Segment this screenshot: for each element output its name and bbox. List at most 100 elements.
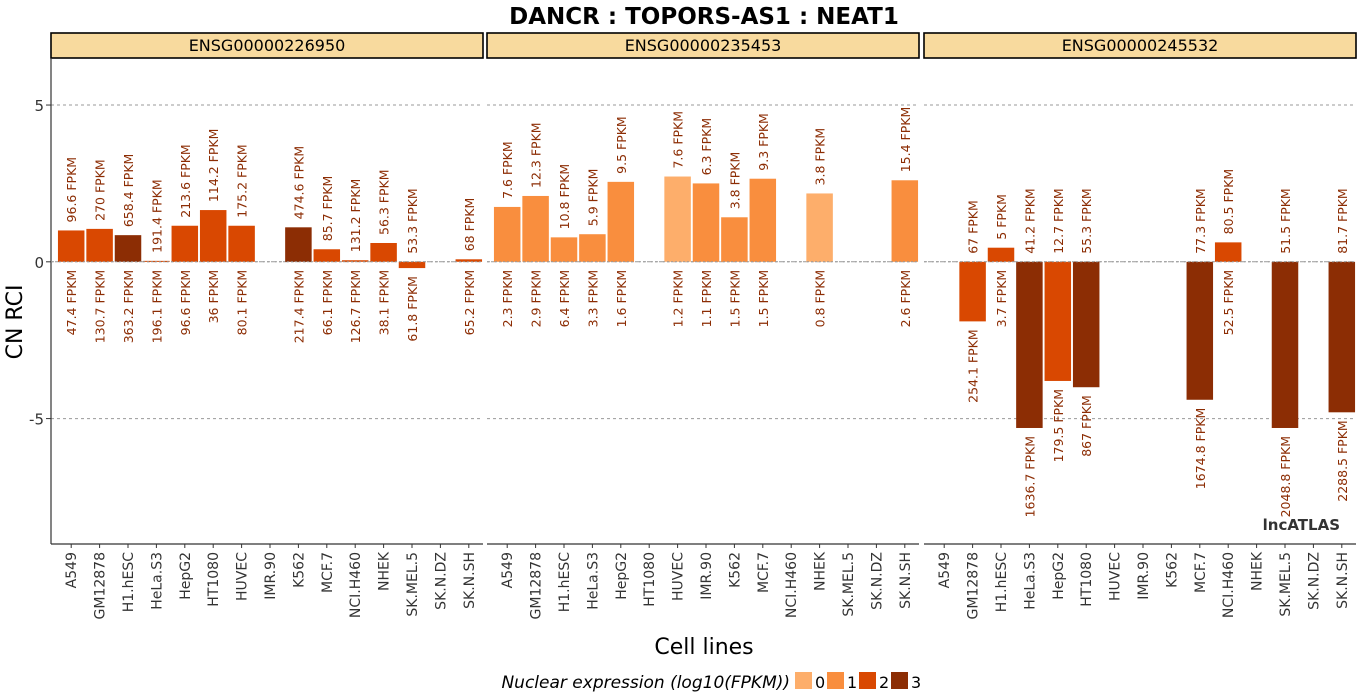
data-label-cytoplasmic: 114.2 FPKM <box>206 129 221 202</box>
data-label-cytoplasmic: 270 FPKM <box>93 159 108 221</box>
bar <box>1186 261 1214 400</box>
x-tick-label: MCF.7 <box>320 552 336 593</box>
x-tick-label: HepG2 <box>178 552 194 600</box>
y-tick-label: 5 <box>34 97 44 115</box>
legend: Nuclear expression (log10(FPKM)) 0 1 2 3 <box>501 672 921 693</box>
bar <box>664 176 691 262</box>
data-label-cytoplasmic: 5 FPKM <box>994 194 1009 240</box>
data-label-cytoplasmic: 7.6 FPKM <box>500 141 515 199</box>
data-label-nuclear: 2288.5 FPKM <box>1335 420 1350 501</box>
x-tick-label: A549 <box>64 552 80 588</box>
y-axis-ticks: 5 0 -5 <box>29 97 51 429</box>
bar <box>607 181 635 262</box>
data-label-nuclear: 2.9 FPKM <box>529 270 544 328</box>
legend-swatch <box>891 672 908 689</box>
data-label-nuclear: 3.3 FPKM <box>585 270 600 328</box>
x-tick-label: H1.hESC <box>994 552 1010 612</box>
panel: ENSG00000226950 A549 96.6 FPKM 47.4 FPKM GM1… <box>50 32 484 619</box>
bar <box>228 225 255 262</box>
data-label-cytoplasmic: 55.3 FPKM <box>1079 188 1094 254</box>
bar <box>749 178 777 262</box>
data-label-nuclear: 2.6 FPKM <box>898 270 913 328</box>
bar <box>341 260 369 262</box>
x-tick-label: H1.hESC <box>121 552 137 612</box>
x-tick-label: K562 <box>1164 552 1180 588</box>
y-tick-label: 0 <box>34 254 44 272</box>
x-tick-label: SK.MEL.5 <box>1278 552 1294 617</box>
data-label-nuclear: 1636.7 FPKM <box>1022 436 1037 517</box>
bar <box>1044 261 1072 381</box>
data-label-cytoplasmic: 96.6 FPKM <box>64 157 79 223</box>
x-tick-label: MCF.7 <box>1193 552 1209 593</box>
panel-strip <box>923 32 1357 59</box>
x-tick-label: HT1080 <box>1079 552 1095 607</box>
data-label-nuclear: 61.8 FPKM <box>405 276 420 342</box>
x-tick-label: GM12878 <box>93 552 109 619</box>
data-label-cytoplasmic: 3.8 FPKM <box>727 152 742 210</box>
bar <box>57 230 85 262</box>
data-label-cytoplasmic: 56.3 FPKM <box>377 169 392 235</box>
bar <box>398 261 426 269</box>
data-label-cytoplasmic: 9.3 FPKM <box>756 113 771 171</box>
x-tick-label: NCI.H460 <box>1221 552 1237 618</box>
data-label-nuclear: 130.7 FPKM <box>93 270 108 343</box>
panel-strip <box>486 32 920 59</box>
data-label-nuclear: 6.4 FPKM <box>557 270 572 328</box>
y-axis-label: CN RCI <box>3 285 28 360</box>
x-tick-label: K562 <box>291 552 307 588</box>
data-label-cytoplasmic: 191.4 FPKM <box>149 179 164 252</box>
bar <box>891 180 919 262</box>
bar <box>579 234 606 262</box>
x-tick-label: HT1080 <box>642 552 658 607</box>
data-label-cytoplasmic: 41.2 FPKM <box>1022 188 1037 254</box>
legend-label: 2 <box>879 673 889 692</box>
x-tick-label: NHEK <box>377 551 393 591</box>
data-label-nuclear: 2048.8 FPKM <box>1278 436 1293 517</box>
x-tick-label: A549 <box>500 552 516 588</box>
data-label-nuclear: 1.6 FPKM <box>614 270 629 328</box>
bar <box>987 247 1015 262</box>
bar <box>313 249 341 262</box>
data-label-nuclear: 96.6 FPKM <box>178 270 193 336</box>
x-tick-label: NCI.H460 <box>784 552 800 618</box>
x-tick-label: GM12878 <box>529 552 545 619</box>
data-label-nuclear: 66.1 FPKM <box>320 270 335 336</box>
x-tick-label: H1.hESC <box>557 552 573 612</box>
x-tick-label: IMR.90 <box>263 552 279 600</box>
data-label-nuclear: 1674.8 FPKM <box>1193 408 1208 489</box>
legend-swatch <box>827 672 844 689</box>
data-label-nuclear: 1.1 FPKM <box>699 270 714 328</box>
data-label-nuclear: 254.1 FPKM <box>966 329 981 402</box>
panels: ENSG00000226950 A549 96.6 FPKM 47.4 FPKM GM1… <box>50 32 1357 619</box>
data-label-cytoplasmic: 12.7 FPKM <box>1051 188 1066 254</box>
bar <box>285 227 312 262</box>
bar <box>86 228 113 262</box>
data-label-nuclear: 1.5 FPKM <box>756 270 771 328</box>
legend-label: 0 <box>815 673 825 692</box>
data-label-cytoplasmic: 175.2 FPKM <box>235 144 250 217</box>
x-tick-label: HepG2 <box>614 552 630 600</box>
data-label-cytoplasmic: 12.3 FPKM <box>529 122 544 188</box>
x-tick-label: SK.N.DZ <box>869 552 885 610</box>
data-label-nuclear: 867 FPKM <box>1079 395 1094 457</box>
x-tick-label: IMR.90 <box>699 552 715 600</box>
x-tick-label: SK.MEL.5 <box>405 552 421 617</box>
bar <box>199 210 227 262</box>
data-label-cytoplasmic: 6.3 FPKM <box>699 118 714 176</box>
data-label-nuclear: 80.1 FPKM <box>235 270 250 336</box>
bar <box>1271 261 1299 428</box>
data-label-nuclear: 363.2 FPKM <box>121 270 136 343</box>
data-label-nuclear: 2.3 FPKM <box>500 270 515 328</box>
x-tick-label: K562 <box>727 552 743 588</box>
data-label-cytoplasmic: 10.8 FPKM <box>557 164 572 230</box>
legend-swatch <box>795 672 812 689</box>
data-label-cytoplasmic: 80.5 FPKM <box>1221 169 1236 235</box>
y-tick-label: -5 <box>29 411 44 429</box>
data-label-cytoplasmic: 53.3 FPKM <box>405 188 420 254</box>
data-label-cytoplasmic: 131.2 FPKM <box>348 179 363 252</box>
data-label-cytoplasmic: 67 FPKM <box>966 200 981 254</box>
data-label-cytoplasmic: 81.7 FPKM <box>1335 188 1350 254</box>
data-label-nuclear: 1.5 FPKM <box>727 270 742 328</box>
bar <box>370 242 397 262</box>
panel: ENSG00000235453 A549 7.6 FPKM 2.3 FPKM GM128… <box>486 32 920 619</box>
